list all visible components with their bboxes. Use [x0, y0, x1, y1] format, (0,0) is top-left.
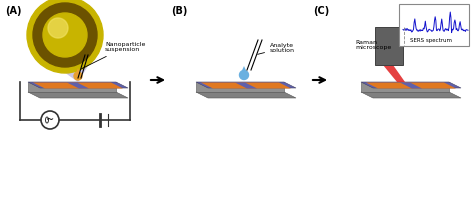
- Polygon shape: [361, 82, 449, 92]
- Polygon shape: [76, 68, 80, 73]
- Polygon shape: [196, 82, 284, 92]
- Text: (C): (C): [313, 6, 329, 16]
- Polygon shape: [400, 83, 422, 88]
- Circle shape: [74, 72, 82, 80]
- Circle shape: [27, 0, 103, 73]
- Polygon shape: [361, 82, 461, 88]
- Text: Raman
microscope: Raman microscope: [355, 40, 391, 50]
- FancyBboxPatch shape: [399, 4, 469, 46]
- Circle shape: [43, 13, 87, 57]
- Polygon shape: [241, 66, 246, 71]
- Text: (B): (B): [171, 6, 187, 16]
- Polygon shape: [196, 82, 296, 88]
- Text: ~: ~: [46, 115, 54, 125]
- Text: SERS spectrum: SERS spectrum: [410, 38, 452, 43]
- Text: Analyte
solution: Analyte solution: [258, 43, 295, 54]
- Polygon shape: [28, 82, 116, 92]
- Text: (A): (A): [5, 6, 21, 16]
- Polygon shape: [235, 83, 257, 88]
- Circle shape: [41, 111, 59, 129]
- FancyBboxPatch shape: [375, 27, 403, 65]
- Text: Nanoparticle
suspension: Nanoparticle suspension: [82, 42, 146, 69]
- Polygon shape: [33, 83, 123, 88]
- Polygon shape: [67, 83, 89, 88]
- Polygon shape: [28, 82, 128, 88]
- Polygon shape: [383, 65, 405, 82]
- Circle shape: [48, 18, 68, 38]
- Polygon shape: [366, 83, 456, 88]
- Polygon shape: [361, 92, 461, 98]
- Polygon shape: [201, 83, 291, 88]
- Polygon shape: [40, 55, 95, 82]
- Circle shape: [239, 71, 248, 80]
- Polygon shape: [196, 92, 296, 98]
- Circle shape: [33, 3, 97, 67]
- Polygon shape: [28, 92, 128, 98]
